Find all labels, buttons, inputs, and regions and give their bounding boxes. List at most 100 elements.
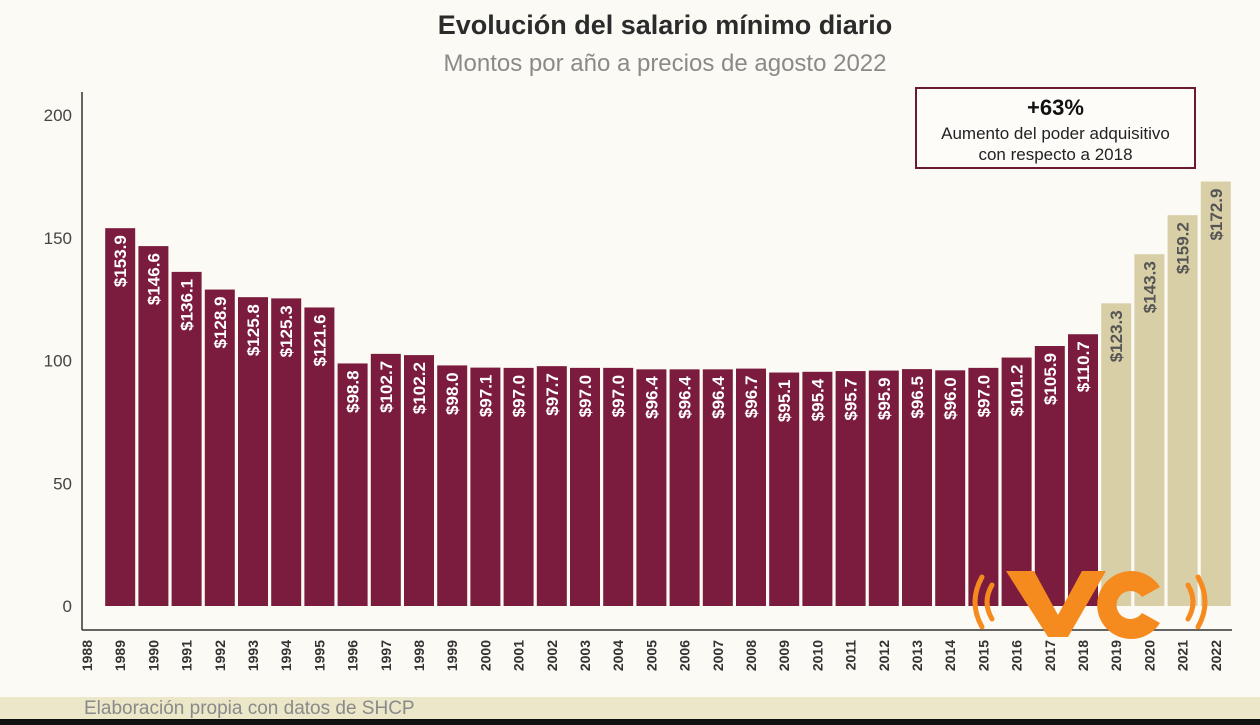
- bar: [636, 369, 667, 606]
- x-tick-label: 2007: [710, 640, 726, 671]
- bar: [503, 367, 534, 606]
- x-tick-label: 2014: [942, 640, 958, 671]
- x-tick-label: 2001: [511, 640, 527, 671]
- x-tick-label: 2012: [876, 640, 892, 671]
- data-label: $153.9: [111, 235, 130, 287]
- data-label: $97.0: [974, 375, 993, 418]
- bar: [470, 367, 501, 606]
- data-label: $96.7: [742, 376, 761, 419]
- bar: [370, 353, 401, 606]
- chart-subtitle: Montos por año a precios de agosto 2022: [443, 50, 887, 77]
- x-tick-label: 1998: [411, 640, 427, 671]
- x-tick-label: 1997: [378, 640, 394, 671]
- x-tick-label: 2006: [677, 640, 693, 671]
- bar: [304, 307, 335, 606]
- bar: [902, 369, 932, 606]
- y-tick-label: 150: [44, 229, 72, 248]
- data-label: $102.7: [377, 361, 396, 413]
- data-label: $146.6: [144, 253, 163, 305]
- bar: [105, 228, 136, 606]
- x-tick-label: 1994: [278, 640, 294, 671]
- x-tick-label: 1999: [444, 640, 460, 671]
- data-label: $96.4: [709, 376, 728, 419]
- data-label: $125.3: [277, 305, 296, 357]
- data-label: $143.3: [1140, 261, 1159, 313]
- data-label: $98.8: [344, 370, 363, 413]
- bar: [1001, 357, 1032, 606]
- bar: [669, 369, 700, 606]
- data-label: $96.0: [941, 377, 960, 420]
- bar: [968, 367, 999, 606]
- data-label: $97.0: [609, 375, 628, 418]
- data-label: $101.2: [1008, 365, 1027, 417]
- bar: [1167, 215, 1198, 606]
- source-note: Elaboración propia con datos de SHCP: [84, 698, 415, 719]
- data-label: $96.4: [676, 376, 695, 419]
- data-label: $97.0: [576, 375, 595, 418]
- bar: [603, 367, 634, 606]
- bar: [1134, 254, 1165, 607]
- data-label: $96.5: [908, 376, 927, 419]
- x-tick-label: 2002: [544, 640, 560, 671]
- y-tick-label: 100: [44, 352, 72, 371]
- bar: [868, 370, 899, 606]
- x-tick-label: 2008: [743, 640, 759, 671]
- x-tick-label: 2021: [1175, 640, 1191, 671]
- bar: [271, 298, 302, 606]
- bar: [536, 366, 567, 606]
- data-label: $95.7: [842, 378, 861, 421]
- bar: [138, 246, 169, 607]
- bar: [204, 289, 235, 606]
- callout-value: +63%: [1027, 95, 1084, 120]
- bar: [802, 371, 833, 606]
- data-label: $125.8: [244, 304, 263, 356]
- callout-line-1: Aumento del poder adquisitivo: [941, 124, 1170, 143]
- x-tick-label: 2000: [477, 640, 493, 671]
- x-tick-label: 1993: [245, 640, 261, 671]
- footer-bar: Elaboración propia con datos de SHCP: [0, 697, 1260, 719]
- callout-text: Aumento del poder adquisitivo con respec…: [917, 123, 1194, 165]
- x-tick-label: 2009: [776, 640, 792, 671]
- x-tick-label: 1996: [345, 640, 361, 671]
- data-label: $95.4: [808, 378, 827, 421]
- x-tick-label: 2016: [1009, 640, 1025, 671]
- y-tick-label: 200: [44, 106, 72, 125]
- x-tick-label: 2019: [1108, 640, 1124, 671]
- vc-logo-icon: [972, 571, 1208, 639]
- data-label: $98.0: [443, 372, 462, 415]
- callout-line-2: con respecto a 2018: [978, 145, 1133, 164]
- bar: [1068, 334, 1098, 606]
- bar: [702, 369, 733, 606]
- x-tick-label: 2015: [975, 640, 991, 671]
- bar: [835, 371, 866, 606]
- data-label: $96.4: [642, 376, 661, 419]
- data-label: $97.7: [543, 373, 562, 416]
- bottom-strip: [0, 719, 1260, 725]
- bar: [171, 271, 202, 606]
- data-label: $105.9: [1041, 353, 1060, 405]
- x-tick-label: 1988: [79, 640, 95, 671]
- data-label: $172.9: [1207, 189, 1226, 241]
- data-label: $128.9: [211, 297, 230, 349]
- data-label: $110.7: [1074, 341, 1093, 392]
- bar: [1200, 181, 1231, 606]
- x-tick-label: 1995: [311, 640, 327, 671]
- data-label: $97.1: [476, 375, 495, 418]
- x-tick-label: 2010: [809, 640, 825, 671]
- bar-chart: 0 50 100 150 200 1988 $153.9 1989 $146.6 1990 $136…: [44, 92, 1232, 671]
- data-label: $95.9: [875, 378, 894, 421]
- y-tick-label: 50: [53, 474, 72, 493]
- x-tick-label: 2011: [843, 640, 859, 671]
- data-label: $123.3: [1107, 310, 1126, 362]
- x-tick-label: 2013: [909, 640, 925, 671]
- bar: [238, 297, 268, 606]
- x-tick-label: 1992: [212, 640, 228, 671]
- x-tick-label: 2022: [1208, 640, 1224, 671]
- data-label: $95.1: [775, 380, 794, 423]
- x-tick-label: 2004: [610, 640, 626, 671]
- x-tick-label: 2003: [577, 640, 593, 671]
- x-tick-label: 2017: [1042, 640, 1058, 671]
- data-label: $97.0: [510, 375, 529, 418]
- x-tick-label: 1990: [145, 640, 161, 671]
- bar: [1034, 346, 1065, 606]
